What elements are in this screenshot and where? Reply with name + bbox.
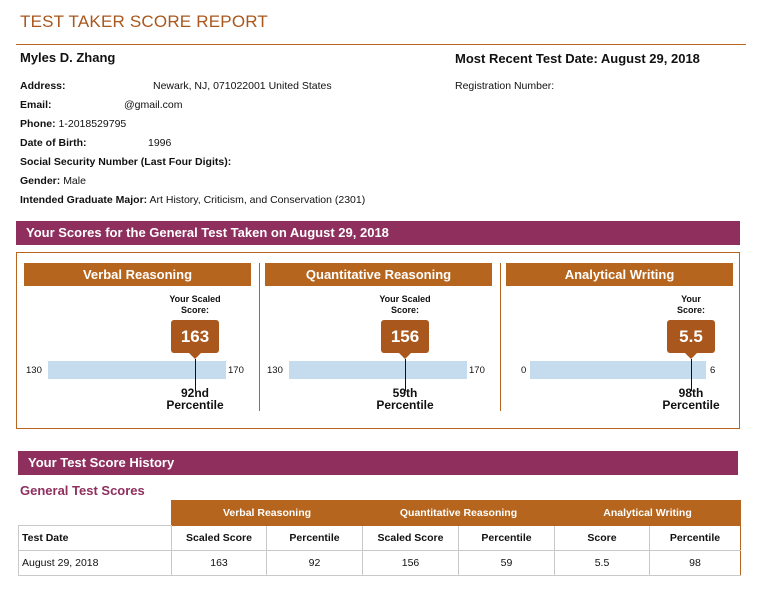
registration-number-label: Registration Number: <box>455 80 555 92</box>
group-header-blank <box>18 500 172 526</box>
history-banner: Your Test Score History <box>18 451 738 475</box>
score-marker <box>691 359 692 391</box>
scale-max: 6 <box>710 365 716 376</box>
col-writing-percentile: Percentile <box>649 525 741 551</box>
scale-min: 130 <box>267 365 283 376</box>
history-subheading: General Test Scores <box>20 483 145 498</box>
ssn-label: Social Security Number (Last Four Digits… <box>20 156 232 168</box>
score-pointer <box>399 353 411 359</box>
cell-verbal-scaled: 163 <box>171 550 267 576</box>
percentile-rank: 98th <box>678 386 704 400</box>
email-label: Email: <box>20 99 52 111</box>
scores-panel-container: Verbal Reasoning Your Scaled Score: 163 … <box>16 252 740 429</box>
percentile-rank: 59th <box>392 386 418 400</box>
cell-writing-score: 5.5 <box>554 550 650 576</box>
quantitative-heading: Quantitative Reasoning <box>265 263 492 286</box>
score-scale-bar <box>530 361 706 379</box>
dob-label: Date of Birth: <box>20 137 87 149</box>
scale-max: 170 <box>228 365 244 376</box>
verbal-panel: Verbal Reasoning Your Scaled Score: 163 … <box>24 263 251 413</box>
cell-quant-scaled: 156 <box>362 550 459 576</box>
gender-label: Gender: <box>20 175 61 187</box>
percentile-word: Percentile <box>376 398 434 412</box>
col-verbal-scaled: Scaled Score <box>171 525 267 551</box>
scale-min: 130 <box>26 365 42 376</box>
score-pointer <box>685 353 697 359</box>
table-row: August 29, 2018 163 92 156 59 5.5 98 <box>18 550 741 576</box>
quantitative-score: 156 <box>381 320 429 353</box>
table-column-header: Test Date Scaled Score Percentile Scaled… <box>18 525 741 551</box>
dob-value: 1996 <box>148 137 172 149</box>
scores-banner: Your Scores for the General Test Taken o… <box>16 221 740 245</box>
email-row: Email: @gmail.com <box>20 99 183 111</box>
test-taker-name: Myles D. Zhang <box>20 50 116 65</box>
phone-row: Phone: 1-2018529795 <box>20 118 126 130</box>
phone-value: 1-2018529795 <box>58 118 127 130</box>
major-label: Intended Graduate Major: <box>20 194 148 206</box>
table-group-header: Verbal Reasoning Quantitative Reasoning … <box>18 500 741 526</box>
verbal-percentile: 92nd Percentile <box>155 387 235 411</box>
scale-max: 170 <box>469 365 485 376</box>
writing-heading: Analytical Writing <box>506 263 733 286</box>
col-quant-percentile: Percentile <box>458 525 555 551</box>
col-verbal-percentile: Percentile <box>266 525 363 551</box>
quantitative-panel: Quantitative Reasoning Your Scaled Score… <box>265 263 492 413</box>
percentile-word: Percentile <box>662 398 720 412</box>
group-header-quantitative: Quantitative Reasoning <box>362 500 555 526</box>
writing-score: 5.5 <box>667 320 715 353</box>
panel-divider <box>500 263 501 411</box>
email-value: @gmail.com <box>124 99 183 111</box>
group-header-writing: Analytical Writing <box>554 500 741 526</box>
verbal-heading: Verbal Reasoning <box>24 263 251 286</box>
panel-divider <box>259 263 260 411</box>
score-scale-bar <box>48 361 226 379</box>
title-divider <box>16 44 746 45</box>
col-writing-score: Score <box>554 525 650 551</box>
ssn-row: Social Security Number (Last Four Digits… <box>20 156 231 168</box>
score-scale-bar <box>289 361 467 379</box>
verbal-score: 163 <box>171 320 219 353</box>
scaled-score-label: Your Scaled Score: <box>169 294 221 315</box>
cell-quant-percentile: 59 <box>458 550 555 576</box>
address-value: Newark, NJ, 071022001 United States <box>153 80 332 92</box>
report-title: TEST TAKER SCORE REPORT <box>20 12 269 31</box>
col-test-date: Test Date <box>18 525 172 551</box>
major-value: Art History, Criticism, and Conservation… <box>149 194 366 206</box>
phone-label: Phone: <box>20 118 56 130</box>
gender-value: Male <box>63 175 86 187</box>
address-label: Address: <box>20 80 66 92</box>
score-label: Your Score: <box>676 294 705 315</box>
quantitative-percentile: 59th Percentile <box>365 387 445 411</box>
dob-row: Date of Birth: 1996 <box>20 137 171 149</box>
most-recent-test-date: Most Recent Test Date: August 29, 2018 <box>455 51 700 66</box>
scale-min: 0 <box>521 365 527 376</box>
gender-row: Gender: Male <box>20 175 86 187</box>
cell-test-date: August 29, 2018 <box>18 550 172 576</box>
score-history-table: Verbal Reasoning Quantitative Reasoning … <box>18 500 741 576</box>
scaled-score-label: Your Scaled Score: <box>379 294 431 315</box>
score-marker <box>405 359 406 391</box>
score-marker <box>195 359 196 391</box>
address-row: Address: Newark, NJ, 071022001 United St… <box>20 80 332 92</box>
writing-panel: Analytical Writing Your Score: 5.5 0 6 9… <box>506 263 733 413</box>
writing-percentile: 98th Percentile <box>651 387 731 411</box>
cell-writing-percentile: 98 <box>649 550 741 576</box>
percentile-rank: 92nd <box>180 386 209 400</box>
percentile-word: Percentile <box>166 398 224 412</box>
group-header-verbal: Verbal Reasoning <box>171 500 363 526</box>
cell-verbal-percentile: 92 <box>266 550 363 576</box>
major-row: Intended Graduate Major: Art History, Cr… <box>20 194 365 206</box>
col-quant-scaled: Scaled Score <box>362 525 459 551</box>
score-pointer <box>189 353 201 359</box>
